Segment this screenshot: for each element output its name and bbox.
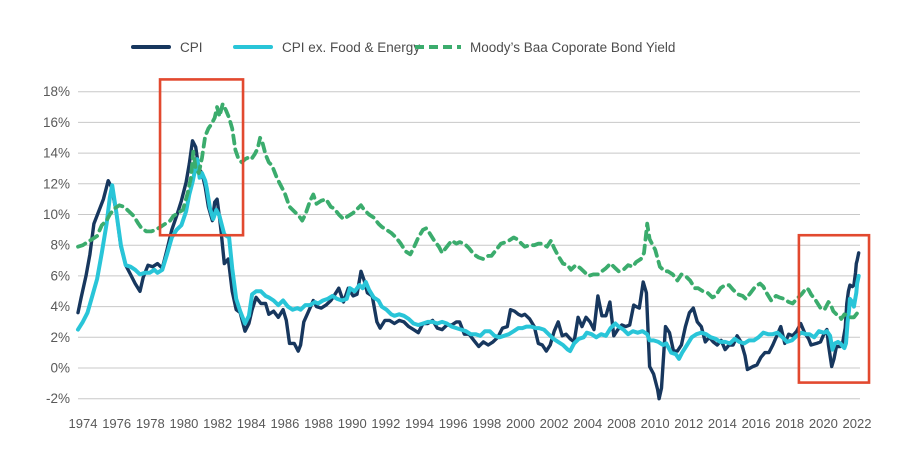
y-axis-tick-label: 16% [43,115,70,130]
y-axis-tick-label: 8% [50,238,70,253]
x-axis-tick-label: 1988 [304,416,333,431]
x-axis-tick-label: 1980 [169,416,198,431]
highlight-box-2020s [797,233,871,384]
x-axis-tick-label: 2010 [641,416,670,431]
x-axis-tick-label: 1986 [270,416,299,431]
y-axis-tick-label: 4% [50,299,70,314]
x-axis-tick-label: 1982 [203,416,232,431]
y-axis-tick-label: 12% [43,176,70,191]
x-axis-tick-label: 2012 [674,416,703,431]
legend-label: Moody’s Baa Coporate Bond Yield [470,39,676,55]
x-axis-tick-label: 2008 [607,416,636,431]
y-axis-tick-label: 14% [43,146,70,161]
x-axis-tick-label: 1976 [102,416,131,431]
x-axis-tick-label: 1978 [136,416,165,431]
legend-item-cpi: CPI [131,38,203,56]
x-axis-tick-label: 2020 [809,416,838,431]
x-axis-tick-label: 1996 [439,416,468,431]
x-axis-tick-label: 1990 [338,416,367,431]
y-axis-tick-label: -2% [46,391,70,406]
x-axis-tick-label: 2014 [708,416,737,431]
y-axis-tick-label: 6% [50,268,70,283]
cpi-line [76,139,861,401]
legend-label: CPI [180,39,203,55]
cpi-line-swatch-icon [131,45,171,49]
legend-label: CPI ex. Food & Energy [282,39,421,55]
x-axis-tick-label: 1998 [472,416,501,431]
x-axis-tick-label: 1974 [69,416,98,431]
x-axis-tick-label: 2002 [540,416,569,431]
x-axis-tick-label: 2018 [775,416,804,431]
y-axis-tick-label: 0% [50,361,70,376]
y-axis-tick-label: 18% [43,84,70,99]
core-cpi-line-swatch-icon [233,45,273,49]
x-axis-tick-label: 1992 [371,416,400,431]
x-axis-tick-label: 1984 [237,416,266,431]
x-axis-tick-label: 2016 [742,416,771,431]
legend-item-baa-yield: Moody’s Baa Coporate Bond Yield [415,38,675,56]
x-axis-tick-label: 2000 [506,416,535,431]
baa-yield-dashed-swatch-icon [415,44,461,50]
y-axis-tick-label: 10% [43,207,70,222]
baa-yield-line [76,102,861,321]
core-cpi-line [76,157,861,361]
x-axis-tick-label: 2004 [573,416,602,431]
chart-legend: CPI CPI ex. Food & Energy Moody’s Baa Co… [0,38,900,58]
legend-item-core-cpi: CPI ex. Food & Energy [233,38,420,56]
x-axis-tick-label: 2022 [843,416,872,431]
highlight-box-1980s [158,78,245,237]
y-axis-tick-label: 2% [50,330,70,345]
x-axis-tick-label: 1994 [405,416,434,431]
